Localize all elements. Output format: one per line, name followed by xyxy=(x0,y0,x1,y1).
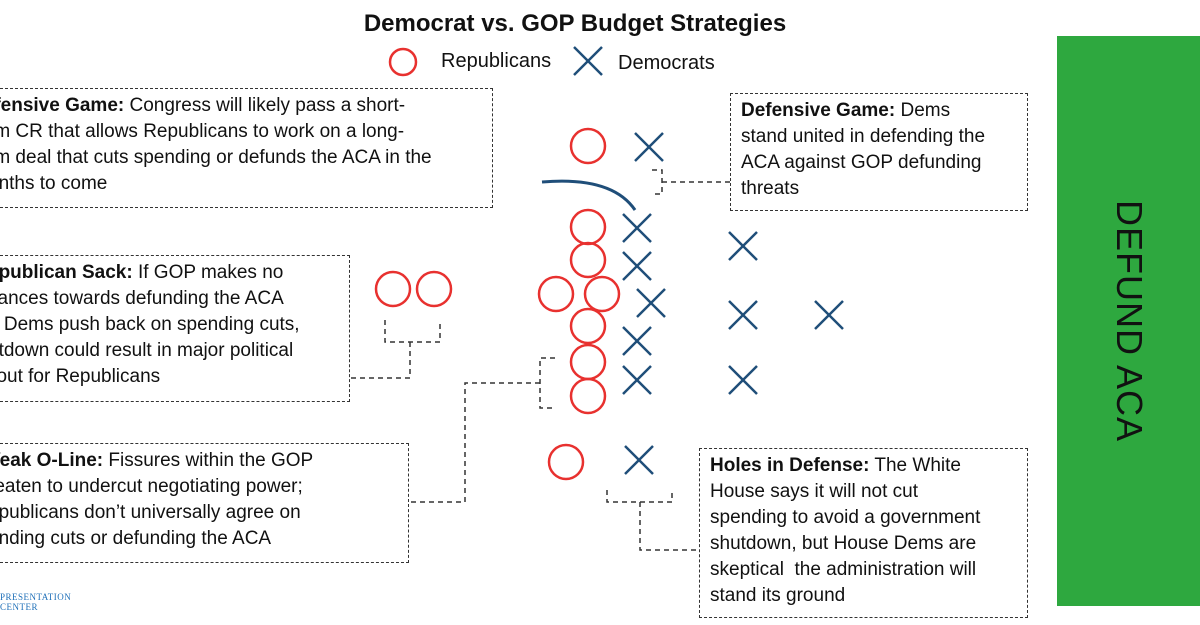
democrat-player xyxy=(728,365,758,395)
callout-body: Fissures within the GOP reaten to undercu… xyxy=(0,450,314,549)
democrat-player xyxy=(622,365,652,395)
democrat-player xyxy=(728,231,758,261)
republican-player xyxy=(569,307,607,345)
callout-holes-in-defense: Holes in Defense: The White House says it… xyxy=(699,448,1028,618)
republican-player xyxy=(569,208,607,246)
logo-line-1: PRESENTATION xyxy=(0,592,72,602)
republican-player xyxy=(569,241,607,279)
callout-heading: ffensive Game: xyxy=(0,95,125,116)
callout-heading: Defensive Game: xyxy=(741,100,896,121)
legend-democrats-label: Democrats xyxy=(618,52,715,74)
republican-player xyxy=(583,275,621,313)
callout-republican-sack: epublican Sack: If GOP makes no vances to… xyxy=(0,255,350,402)
republican-player xyxy=(415,270,453,308)
democrat-player xyxy=(634,132,664,162)
defund-aca-label: DEFUND ACA xyxy=(1108,199,1150,443)
republican-player xyxy=(537,275,575,313)
callout-body: The White House says it will not cut spend… xyxy=(710,455,981,606)
callout-heading: epublican Sack: xyxy=(0,262,133,283)
callout-body: Congress will likely pass a short-rm CR … xyxy=(0,95,432,194)
logo-line-2: CENTER xyxy=(0,602,38,612)
democrat-player xyxy=(622,326,652,356)
democrat-player xyxy=(622,251,652,281)
democrat-player xyxy=(624,445,654,475)
legend-democrat-x xyxy=(573,46,603,76)
page-title: Democrat vs. GOP Budget Strategies xyxy=(363,10,787,37)
callout-heading: Holes in Defense: xyxy=(710,455,870,476)
connector-holes xyxy=(606,490,700,551)
callout-body: Dems stand united in defending the ACA aga… xyxy=(741,100,986,199)
republican-player xyxy=(547,443,585,481)
callout-body: If GOP makes no vances towards defunding … xyxy=(0,262,300,387)
defund-aca-bar: DEFUND ACA xyxy=(1057,36,1200,606)
legend-republican-circle xyxy=(388,47,418,77)
republican-player xyxy=(374,270,412,308)
republican-player xyxy=(569,343,607,381)
play-arc xyxy=(541,179,637,211)
connector-defensive xyxy=(652,169,730,195)
democrat-player xyxy=(622,213,652,243)
democrat-player xyxy=(728,300,758,330)
democrat-player xyxy=(814,300,844,330)
callout-weak-o-line: Veak O-Line: Fissures within the GOPreat… xyxy=(0,443,409,563)
callout-offensive-game: ffensive Game: Congress will likely pass… xyxy=(0,88,493,208)
callout-heading: Veak O-Line: xyxy=(0,450,104,471)
democrat-player xyxy=(636,288,666,318)
callout-defensive-game: Defensive Game: Dems stand united in defe… xyxy=(730,93,1028,211)
connector-sack xyxy=(350,320,441,379)
legend-republicans-label: Republicans xyxy=(441,50,552,72)
republican-player xyxy=(569,377,607,415)
presentation-center-logo: PRESENTATION CENTER xyxy=(0,592,71,612)
connector-oline xyxy=(410,357,555,503)
republican-player xyxy=(569,127,607,165)
